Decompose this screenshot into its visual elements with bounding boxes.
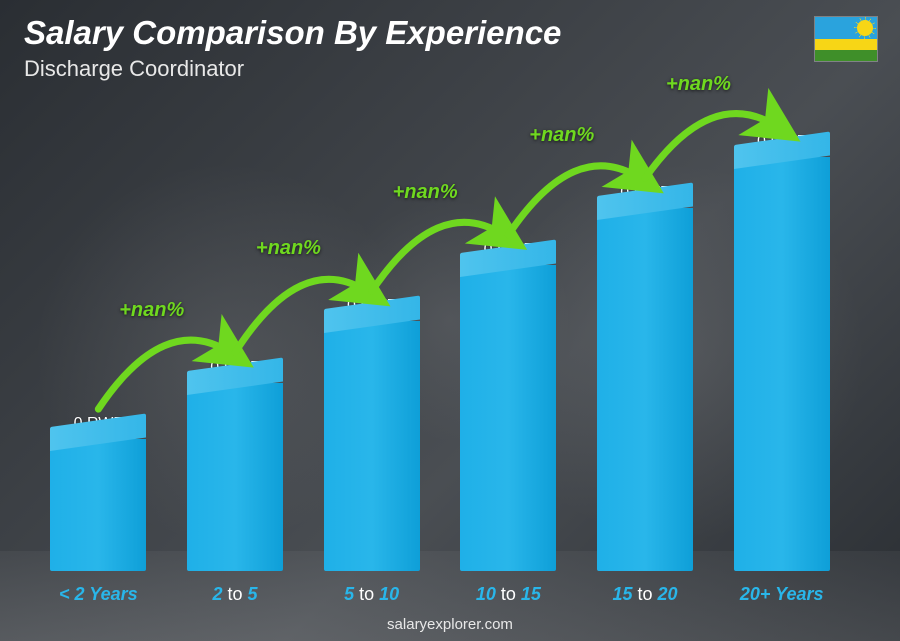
bar-slot: 0 RWF [713,100,850,571]
bar [597,208,693,571]
delta-label: +nan% [393,181,458,204]
chart-subtitle: Discharge Coordinator [24,56,244,82]
chart-container: Salary Comparison By Experience Discharg… [0,0,900,641]
bar-front-face [50,439,146,571]
delta-label: +nan% [256,237,321,260]
x-axis-label: 2 to 5 [167,584,304,605]
bar-slot: 0 RWF [440,100,577,571]
bar-front-face [460,265,556,571]
flag-stripe-top [815,17,877,39]
bar [50,439,146,571]
country-flag-icon [814,16,878,62]
bars-row: 0 RWF0 RWF0 RWF0 RWF0 RWF0 RWF [30,100,850,571]
x-axis-label: < 2 Years [30,584,167,605]
bar [187,383,283,571]
x-axis-label: 5 to 10 [303,584,440,605]
x-axis-label: 15 to 20 [577,584,714,605]
delta-label: +nan% [119,299,184,322]
x-axis-label: 20+ Years [713,584,850,605]
bar-front-face [734,157,830,571]
delta-label: +nan% [666,73,731,96]
footer-attribution: salaryexplorer.com [0,616,900,633]
bar-front-face [324,321,420,571]
chart-title: Salary Comparison By Experience [24,14,561,52]
flag-stripe-bot [815,50,877,61]
bar-front-face [597,208,693,571]
bar-slot: 0 RWF [577,100,714,571]
bar [324,321,420,571]
x-axis-labels: < 2 Years2 to 55 to 1010 to 1515 to 2020… [30,584,850,605]
bar-slot: 0 RWF [167,100,304,571]
bar-front-face [187,383,283,571]
bar-slot: 0 RWF [30,100,167,571]
bar [460,265,556,571]
bar [734,157,830,571]
bar-chart: 0 RWF0 RWF0 RWF0 RWF0 RWF0 RWF +nan%+nan… [30,100,850,571]
flag-stripe-mid [815,39,877,50]
delta-label: +nan% [529,124,594,147]
x-axis-label: 10 to 15 [440,584,577,605]
flag-sun-icon [858,21,872,35]
bar-slot: 0 RWF [303,100,440,571]
